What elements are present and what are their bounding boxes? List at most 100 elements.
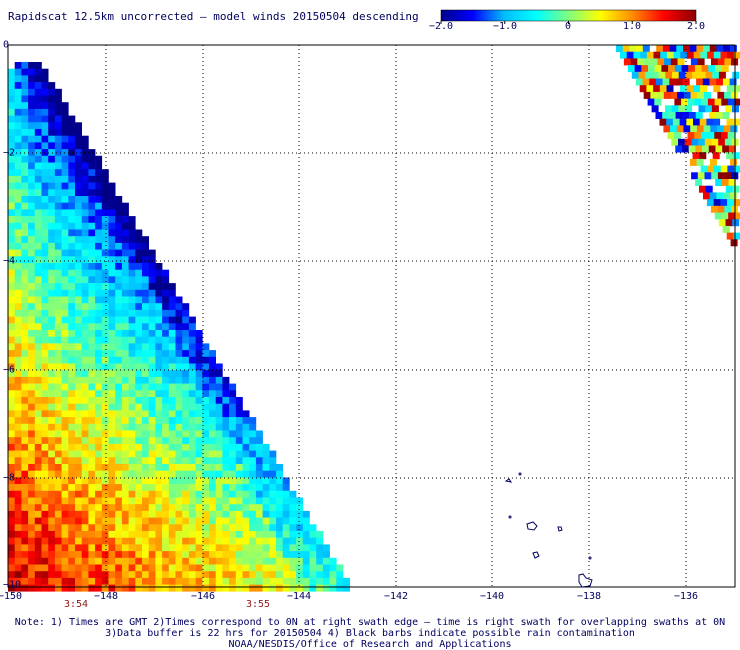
swath-cell [309,571,317,579]
swath-cell [715,145,723,153]
swath-cell [14,571,22,579]
swath-cell [135,450,143,458]
swath-cell [242,430,250,438]
swath-cell [61,423,69,431]
swath-cell [222,430,230,438]
swath-cell [142,557,149,565]
swath-cell [249,497,257,505]
swath-cell [235,517,243,525]
swath-cell [734,98,740,106]
swath-cell [34,242,42,250]
swath-cell [75,517,82,525]
swath-cell [710,158,717,166]
swath-cell [75,122,82,130]
swath-cell [34,531,42,538]
swath-cell [95,390,103,398]
swath-cell [276,504,283,512]
swath-cell [175,551,183,559]
swath-cell [675,145,683,153]
swath-cell [108,222,116,230]
swath-cell [249,470,257,478]
swath-cell [235,430,243,438]
swath-cell [276,564,283,572]
swath-cell [95,376,103,384]
swath-cell [202,564,210,572]
swath-cell [8,276,15,284]
island [508,515,512,519]
swath-cell [14,510,22,518]
swath-cell [222,470,230,478]
swath-cell [242,497,250,505]
swath-cell [142,296,149,304]
swath-cell [229,577,237,585]
swath-cell [289,584,297,592]
swath-cell [54,142,62,150]
swath-cell [34,571,42,579]
swath-cell [28,115,36,123]
swath-cell [88,229,96,237]
swath-cell [229,464,237,471]
swath-cell [88,450,96,458]
swath-cell [188,531,196,538]
swath-cell [81,330,89,337]
swath-cell [195,531,203,538]
swath-cell [28,477,36,485]
swath-cell [14,289,22,297]
swath-cell [182,343,190,351]
swath-cell [671,105,679,113]
swath-cell [41,517,49,525]
swath-cell [68,457,76,465]
swath-cell [687,51,694,59]
swath-cell [322,571,330,579]
swath-cell [302,537,310,545]
swath-cell [209,397,216,404]
swath-cell [101,169,109,177]
swath-cell [28,484,36,492]
swath-cell [723,192,731,200]
swath-cell [282,504,290,512]
swath-cell [162,504,170,512]
swath-cell [142,370,149,378]
swath-cell [343,577,350,585]
swath-cell [657,58,665,66]
swath-cell [215,477,223,485]
swath-cell [296,577,304,585]
swath-cell [155,571,163,579]
swath-cell [715,179,723,186]
swath-cell [108,430,116,438]
swath-cell [115,390,123,398]
swath-cell [28,457,36,465]
swath-cell [142,584,149,592]
swath-cell [75,571,82,579]
swath-cell [209,531,216,538]
swath-cell [209,363,216,371]
swath-cell [95,383,103,391]
swath-cell [81,524,89,532]
swath-cell [61,350,69,358]
swath-cell [95,403,103,411]
swath-cell [121,464,129,471]
swath-cell [215,497,223,505]
colorbar-label: 0 [564,21,572,32]
swath-cell [41,457,49,465]
swath-cell [686,85,694,93]
swath-cell [81,175,89,183]
swath-cell [101,484,109,492]
swath-cell [34,189,42,197]
swath-cell [162,383,170,391]
swath-cell [75,423,82,431]
swath-cell [128,450,136,458]
swath-cell [148,564,156,572]
swath-cell [95,182,103,190]
swath-cell [162,477,170,485]
swath-cell [128,390,136,398]
swath-cell [643,91,651,99]
swath-cell [41,417,49,425]
swath-cell [121,524,129,532]
swath-cell [81,323,89,331]
swath-cell [21,323,29,331]
swath-cell [28,336,36,344]
swath-cell [68,256,76,264]
swath-cell [195,403,203,411]
swath-cell [101,564,109,572]
